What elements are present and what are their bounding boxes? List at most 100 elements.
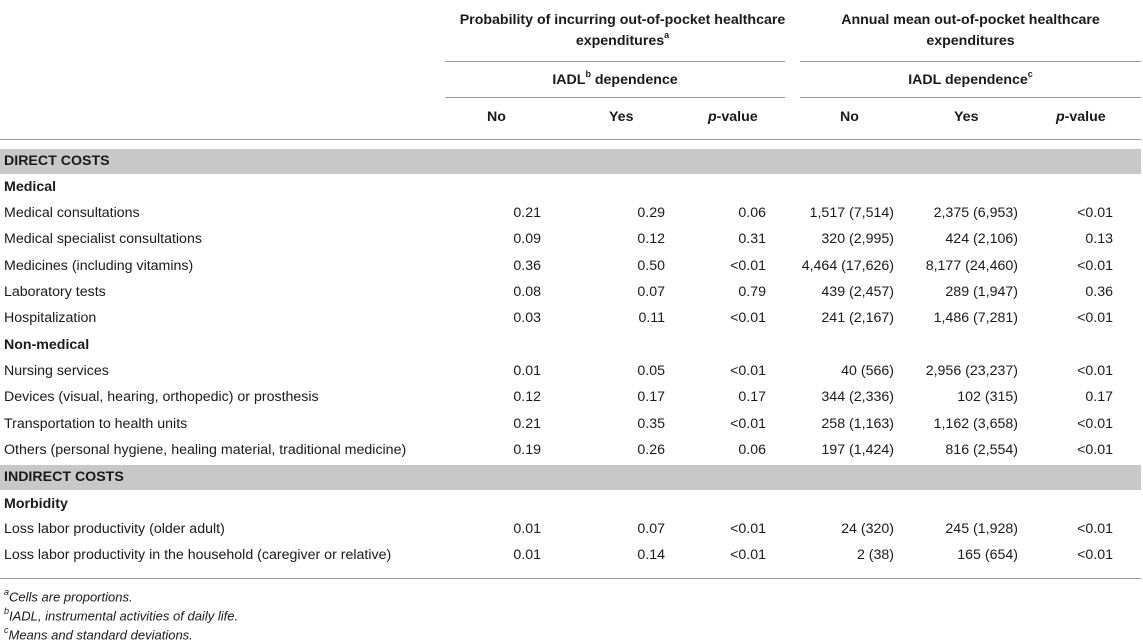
row-label: Nursing services [4,363,109,379]
cell-mean-yes: 2,375 (6,953) [933,205,1018,221]
footnote-a-mark: a [4,587,10,597]
cell-mean-no: 40 (566) [841,363,894,379]
cell-mean-no: 241 (2,167) [821,310,894,326]
cell-mean-no: 439 (2,457) [821,284,894,300]
row-label: Devices (visual, hearing, orthopedic) or… [4,389,319,405]
cell-mean-no: 24 (320) [841,521,894,537]
header-group2-title: Annual mean out-of-pocket healthcare exp… [800,10,1141,52]
header-sub-rule-1 [445,97,785,98]
row-label: Medicines (including vitamins) [4,258,194,274]
cell-mean-p: 0.13 [1085,231,1113,247]
cell-prob-no: 0.21 [513,205,541,221]
table-row: Laboratory tests 0.08 0.07 0.79 439 (2,4… [0,280,1141,306]
footnote-mark-c: c [1027,69,1033,80]
table-row: Loss labor productivity (older adult) 0.… [0,517,1141,543]
cell-mean-p: <0.01 [1077,258,1113,274]
table-row: Medicines (including vitamins) 0.36 0.50… [0,254,1141,280]
row-label: Loss labor productivity (older adult) [4,521,225,537]
cell-mean-p: <0.01 [1077,310,1113,326]
section-indirect-costs: INDIRECT COSTS [0,465,1141,490]
cell-prob-p: 0.31 [738,231,766,247]
section-indirect-costs-label: INDIRECT COSTS [4,469,124,485]
cell-mean-no: 344 (2,336) [821,389,894,405]
cell-mean-p: 0.17 [1085,389,1113,405]
footnote-b-mark: b [4,606,10,616]
cell-mean-p: <0.01 [1077,442,1113,458]
cell-prob-no: 0.21 [513,416,541,432]
pvalue-italic-2: p [1056,109,1065,125]
table-row: Devices (visual, hearing, orthopedic) or… [0,385,1141,411]
cell-mean-no: 2 (38) [856,547,894,563]
footnote-c-mark: c [4,625,9,635]
cell-mean-no: 258 (1,163) [821,416,894,432]
cell-mean-yes: 245 (1,928) [945,521,1018,537]
cell-mean-no: 197 (1,424) [821,442,894,458]
col-header-mean-no: No [840,109,859,125]
cell-prob-p: <0.01 [730,363,766,379]
cell-prob-no: 0.01 [513,521,541,537]
cell-prob-yes: 0.12 [637,231,665,247]
header-group1-sub-suffix: dependence [590,72,678,88]
cell-prob-p: <0.01 [730,416,766,432]
cell-mean-yes: 424 (2,106) [945,231,1018,247]
cell-prob-yes: 0.29 [637,205,665,221]
cell-mean-p: <0.01 [1077,363,1113,379]
footnote-mark-b: b [585,69,591,80]
cell-mean-no: 320 (2,995) [821,231,894,247]
cell-mean-yes: 102 (315) [957,389,1018,405]
footnote-a: aCells are proportions. [4,587,133,605]
cell-mean-p: 0.36 [1085,284,1113,300]
subhead-medical: Medical [4,179,57,195]
pvalue-rest: -value [716,109,758,125]
header-group2-title-text: Annual mean out-of-pocket healthcare exp… [841,12,1100,49]
cell-prob-yes: 0.50 [637,258,665,274]
cell-prob-no: 0.09 [513,231,541,247]
cell-mean-no: 1,517 (7,514) [809,205,894,221]
footnote-mark-a: a [664,30,670,41]
cell-prob-p: 0.06 [738,442,766,458]
footnote-c: cMeans and standard deviations. [4,625,193,642]
col-header-prob-no: No [487,109,506,125]
cell-prob-p: 0.06 [738,205,766,221]
table-bottom-rule [0,578,1141,579]
subhead-morbidity: Morbidity [4,496,68,512]
col-header-prob-yes: Yes [609,109,634,125]
cell-prob-p: <0.01 [730,521,766,537]
cell-prob-no: 0.19 [513,442,541,458]
table-row: Hospitalization 0.03 0.11 <0.01 241 (2,1… [0,306,1141,332]
cell-prob-p: 0.17 [738,389,766,405]
cell-prob-p: 0.79 [738,284,766,300]
cell-prob-yes: 0.14 [637,547,665,563]
cell-prob-no: 0.01 [513,363,541,379]
row-label: Others (personal hygiene, healing materi… [4,442,407,458]
section-direct-costs-label: DIRECT COSTS [4,153,110,169]
row-label: Laboratory tests [4,284,106,300]
header-group2-sub: IADL dependencec [800,70,1141,91]
section-direct-costs: DIRECT COSTS [0,149,1141,174]
cell-prob-no: 0.01 [513,547,541,563]
cell-mean-yes: 289 (1,947) [945,284,1018,300]
cell-prob-p: <0.01 [730,547,766,563]
cell-prob-yes: 0.35 [637,416,665,432]
cell-prob-yes: 0.07 [637,284,665,300]
header-group1-rule [445,61,785,62]
header-group2-rule [800,61,1141,62]
table-row: Nursing services 0.01 0.05 <0.01 40 (566… [0,359,1141,385]
row-label: Hospitalization [4,310,97,326]
footnote-a-text: Cells are proportions. [9,589,133,605]
header-sub-rule-2 [800,97,1141,98]
cell-mean-p: <0.01 [1077,521,1113,537]
cell-prob-yes: 0.05 [637,363,665,379]
footnote-b: bIADL, instrumental activities of daily … [4,606,239,624]
cell-prob-yes: 0.07 [637,521,665,537]
header-group2-sub-text: IADL dependence [908,72,1028,88]
col-header-mean-yes: Yes [954,109,979,125]
cell-prob-no: 0.03 [513,310,541,326]
cell-mean-yes: 8,177 (24,460) [925,258,1018,274]
header-group1-sub: IADLb dependence [445,70,785,91]
footnote-b-text: IADL, instrumental activities of daily l… [9,608,239,624]
cell-mean-p: <0.01 [1077,547,1113,563]
table-row: Medical specialist consultations 0.09 0.… [0,227,1141,253]
header-group1-title-text: Probability of incurring out-of-pocket h… [459,12,786,49]
pvalue-italic: p [708,109,717,125]
